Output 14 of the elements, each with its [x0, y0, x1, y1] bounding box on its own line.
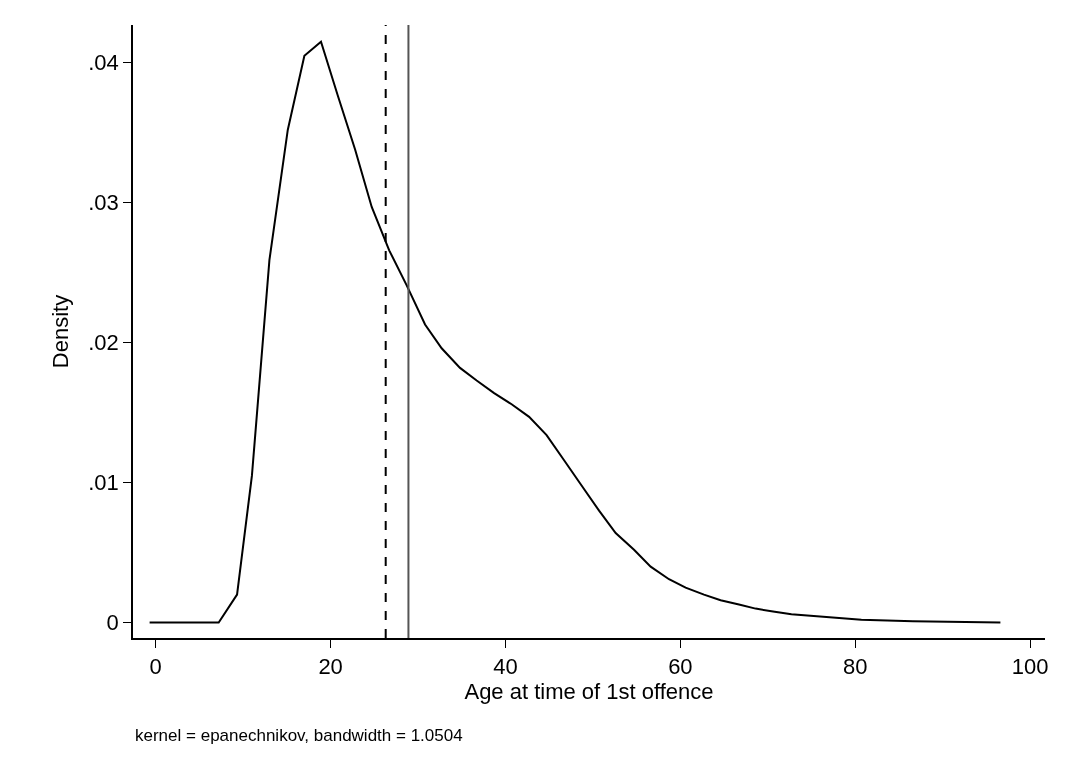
y-tick-label: .04 — [88, 50, 119, 76]
y-tick-label: .03 — [88, 190, 119, 216]
x-axis-title: Age at time of 1st offence — [464, 679, 714, 705]
y-tick-label: 0 — [106, 610, 119, 636]
x-tick-label: 100 — [1011, 654, 1049, 680]
y-tick-label: .02 — [88, 330, 119, 356]
x-tick-label: 80 — [843, 654, 868, 680]
x-tick-label: 0 — [149, 654, 162, 680]
x-tick-label: 60 — [668, 654, 693, 680]
x-tick-label: 40 — [493, 654, 518, 680]
text: kernel = epanechnikov, bandwidth = 1.0504 — [135, 726, 463, 745]
y-axis-title: Density — [47, 294, 73, 369]
x-tick-label: 20 — [318, 654, 343, 680]
y-tick-label: .01 — [88, 470, 119, 496]
